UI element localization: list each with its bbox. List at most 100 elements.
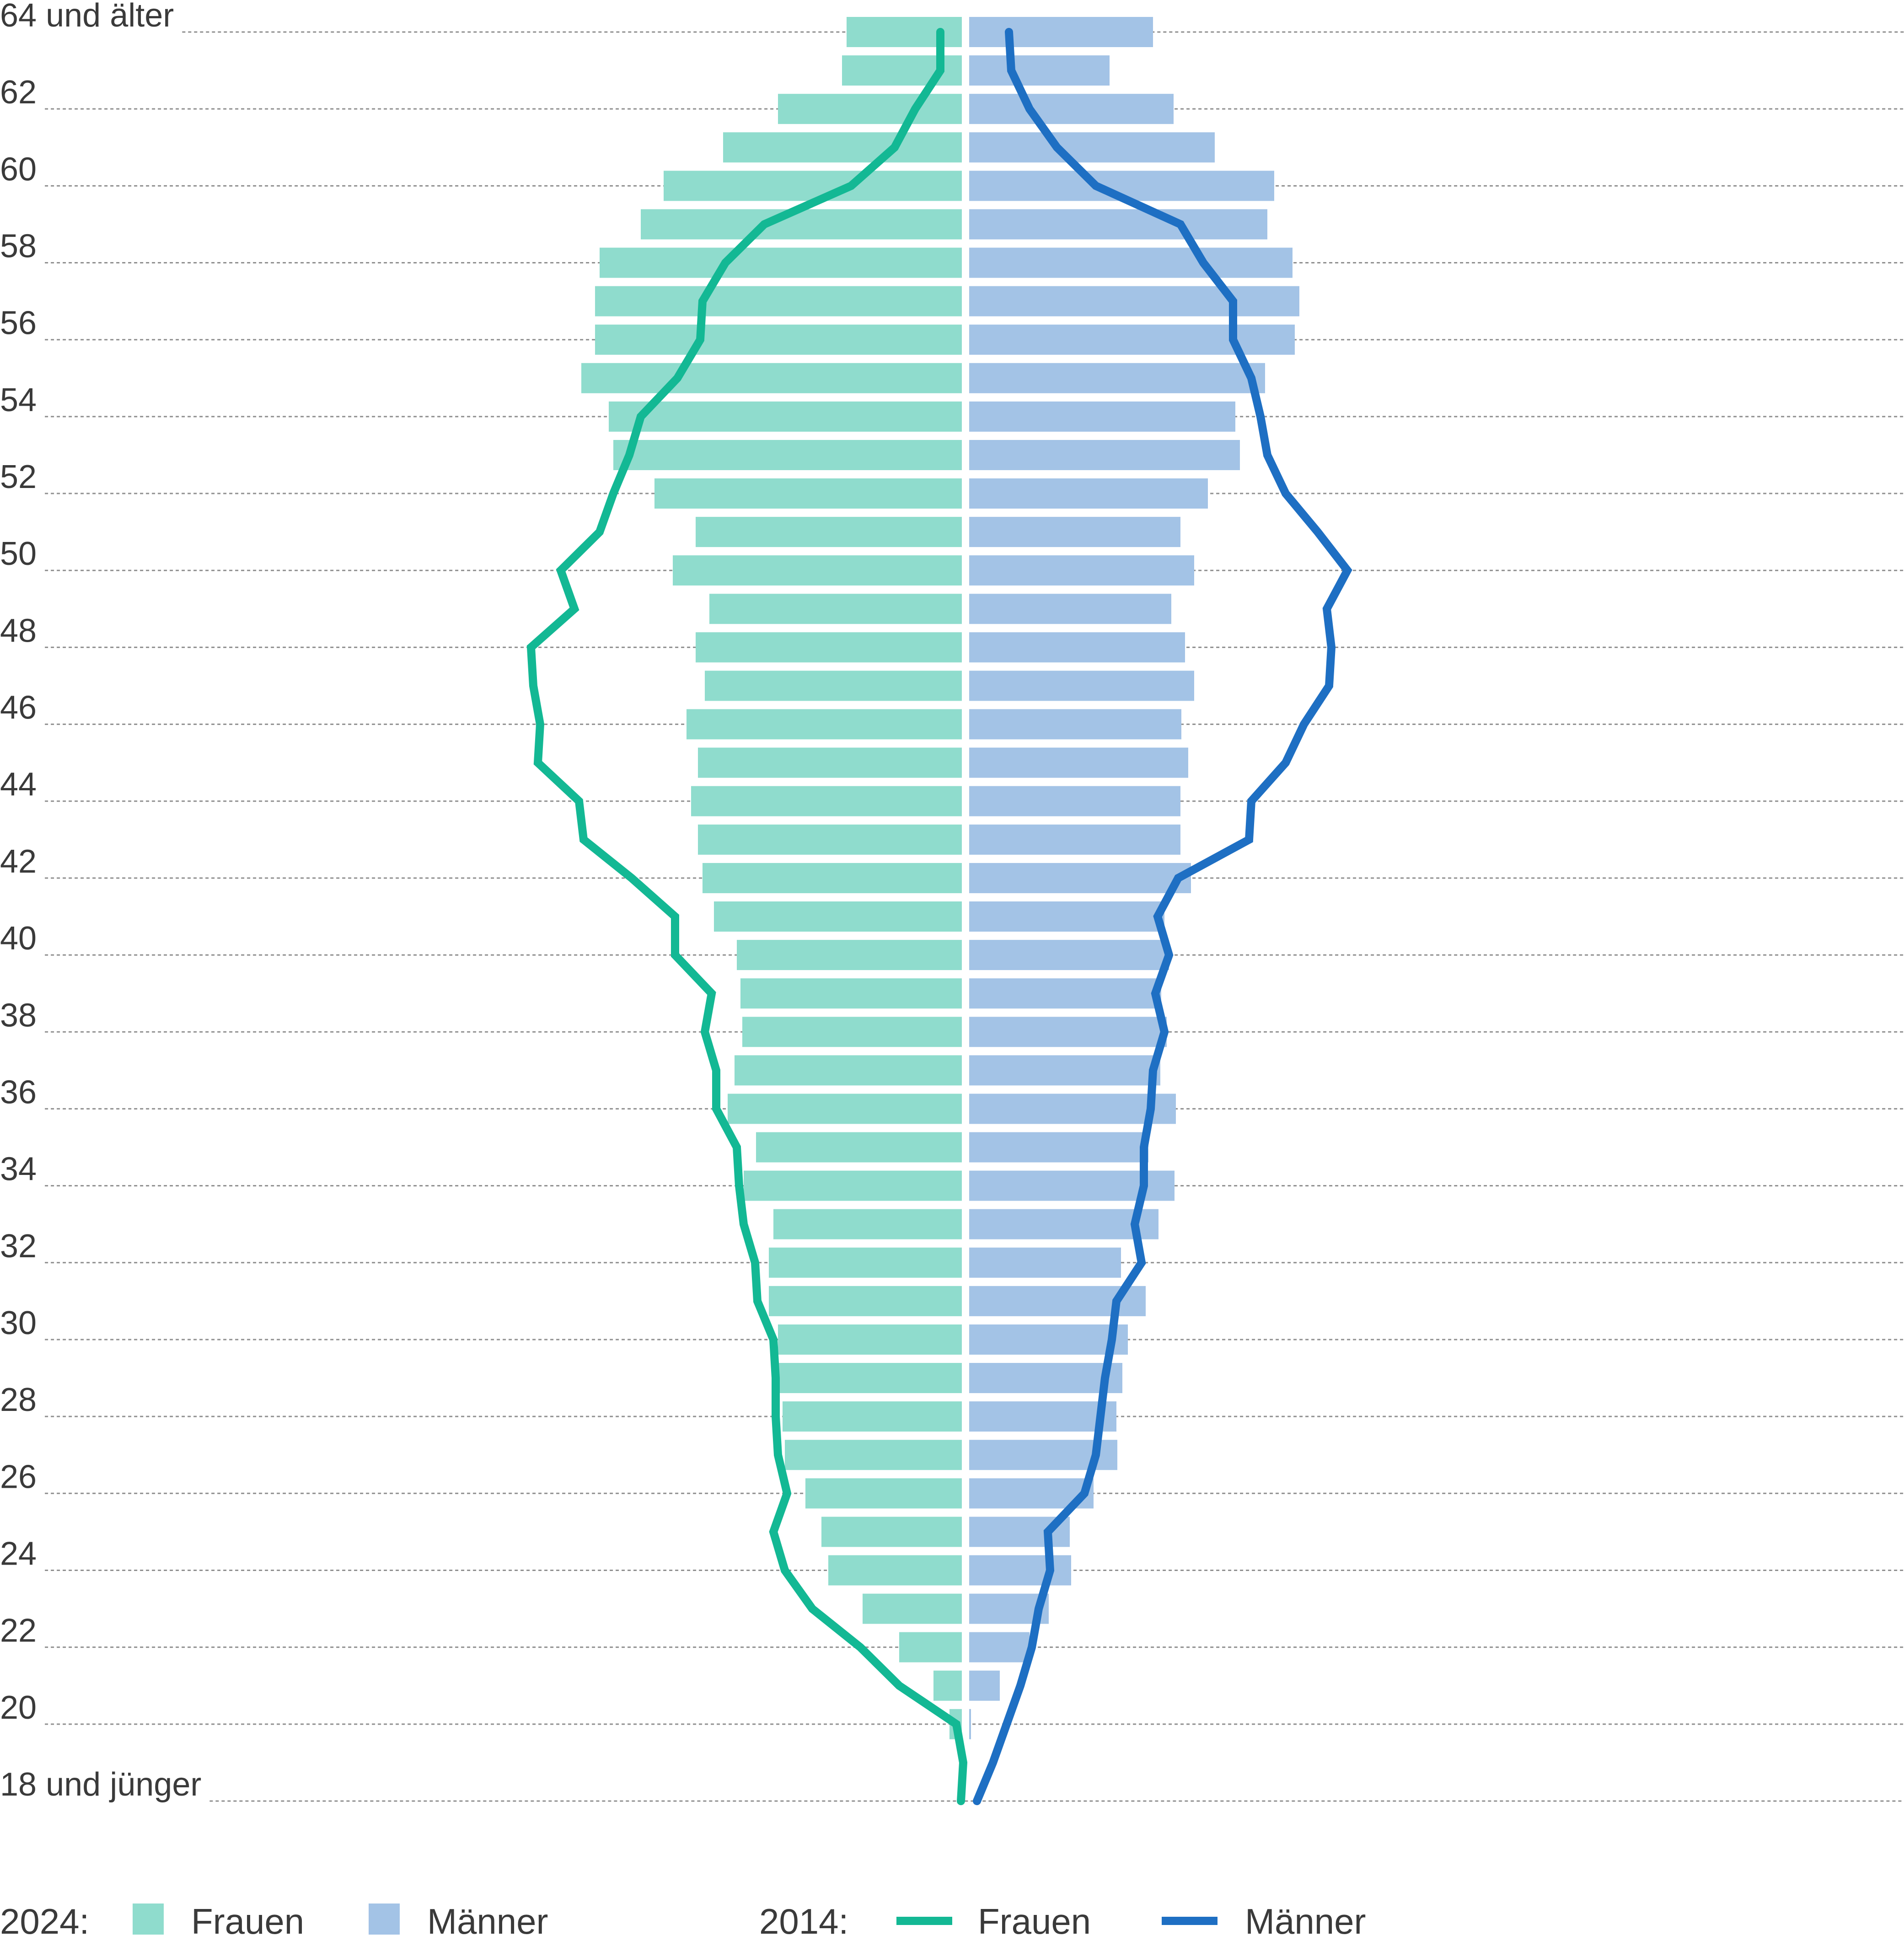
legend-line-maenner-2014 bbox=[1162, 1917, 1217, 1925]
bar-frauen-2024 bbox=[740, 978, 965, 1009]
y-tick-label: 26 bbox=[0, 1458, 37, 1495]
bar-frauen-2024 bbox=[769, 1286, 965, 1316]
bar-frauen-2024 bbox=[609, 401, 965, 432]
bar-maenner-2024 bbox=[965, 1247, 1121, 1278]
bar-maenner-2024 bbox=[965, 1017, 1167, 1047]
y-tick-label: 34 bbox=[0, 1151, 37, 1188]
bar-maenner-2024 bbox=[965, 940, 1169, 970]
bar-maenner-2024 bbox=[965, 94, 1174, 124]
bar-maenner-2024 bbox=[965, 824, 1180, 855]
bar-maenner-2024 bbox=[965, 594, 1171, 624]
bar-frauen-2024 bbox=[691, 786, 965, 816]
y-tick-label: 22 bbox=[0, 1613, 37, 1649]
y-tick-label: 18 und jünger bbox=[0, 1766, 201, 1803]
y-tick-label: 24 bbox=[0, 1535, 37, 1572]
bar-frauen-2024 bbox=[785, 1440, 965, 1470]
bar-maenner-2024 bbox=[965, 632, 1185, 663]
y-tick-label: 20 bbox=[0, 1689, 37, 1726]
bar-frauen-2024 bbox=[654, 478, 965, 509]
bar-maenner-2024 bbox=[965, 478, 1208, 509]
bar-frauen-2024 bbox=[673, 555, 965, 586]
bar-frauen-2024 bbox=[641, 209, 965, 240]
legend: 2024: Frauen Männer 2014: Frauen Männer bbox=[0, 1901, 1366, 1941]
bar-frauen-2024 bbox=[744, 1170, 965, 1201]
bar-frauen-2024 bbox=[709, 594, 965, 624]
bar-maenner-2024 bbox=[965, 1324, 1128, 1355]
bar-frauen-2024 bbox=[698, 824, 965, 855]
bar-frauen-2024 bbox=[842, 55, 965, 86]
bar-maenner-2024 bbox=[965, 978, 1161, 1009]
legend-year-2014: 2014: bbox=[759, 1901, 848, 1941]
bar-maenner-2024 bbox=[965, 1632, 1030, 1662]
bar-frauen-2024 bbox=[613, 440, 965, 470]
legend-label-frauen-2014: Frauen bbox=[978, 1901, 1091, 1941]
bar-frauen-2024 bbox=[703, 863, 965, 893]
legend-swatch-maenner-2024 bbox=[369, 1903, 400, 1935]
bar-maenner-2024 bbox=[965, 1055, 1160, 1086]
bar-frauen-2024 bbox=[756, 1132, 965, 1163]
bar-frauen-2024 bbox=[828, 1555, 965, 1586]
y-tick-label: 36 bbox=[0, 1074, 37, 1110]
y-tick-label: 58 bbox=[0, 228, 37, 265]
bar-frauen-2024 bbox=[778, 1363, 965, 1394]
bar-maenner-2024 bbox=[965, 17, 1153, 47]
bar-maenner-2024 bbox=[965, 440, 1240, 470]
legend-year-2024: 2024: bbox=[0, 1901, 89, 1941]
bar-frauen-2024 bbox=[778, 1324, 965, 1355]
y-tick-label: 56 bbox=[0, 305, 37, 342]
bar-maenner-2024 bbox=[965, 670, 1194, 701]
bar-maenner-2024 bbox=[965, 1401, 1116, 1432]
y-tick-label: 46 bbox=[0, 690, 37, 726]
bar-frauen-2024 bbox=[933, 1670, 965, 1701]
legend-label-frauen-2024: Frauen bbox=[191, 1901, 304, 1941]
bar-frauen-2024 bbox=[737, 940, 965, 970]
bar-maenner-2024 bbox=[965, 709, 1181, 740]
bar-frauen-2024 bbox=[723, 132, 965, 163]
bar-frauen-2024 bbox=[847, 17, 965, 47]
bar-maenner-2024 bbox=[965, 1094, 1176, 1124]
bar-maenner-2024 bbox=[965, 363, 1265, 393]
y-tick-label: 38 bbox=[0, 997, 37, 1034]
lines-2014 bbox=[526, 28, 1352, 1805]
bar-frauen-2024 bbox=[714, 901, 965, 932]
bar-maenner-2024 bbox=[965, 747, 1188, 778]
bar-frauen-2024 bbox=[899, 1632, 965, 1662]
line-maenner-2014 bbox=[973, 28, 1352, 1805]
bar-frauen-2024 bbox=[664, 171, 965, 201]
bar-frauen-2024 bbox=[687, 709, 965, 740]
bar-frauen-2024 bbox=[698, 747, 965, 778]
bar-frauen-2024 bbox=[778, 94, 965, 124]
bar-frauen-2024 bbox=[595, 286, 965, 316]
bar-frauen-2024 bbox=[783, 1401, 965, 1432]
bar-maenner-2024 bbox=[965, 209, 1267, 240]
bar-frauen-2024 bbox=[821, 1517, 965, 1547]
bar-frauen-2024 bbox=[705, 670, 965, 701]
bar-maenner-2024 bbox=[965, 132, 1215, 163]
y-tick-label: 42 bbox=[0, 843, 37, 880]
y-tick-label: 50 bbox=[0, 536, 37, 572]
bar-frauen-2024 bbox=[742, 1017, 965, 1047]
bar-frauen-2024 bbox=[696, 632, 965, 663]
bar-maenner-2024 bbox=[965, 55, 1110, 86]
bar-maenner-2024 bbox=[965, 1670, 1000, 1701]
y-tick-label: 52 bbox=[0, 459, 37, 495]
bar-maenner-2024 bbox=[965, 863, 1191, 893]
bar-maenner-2024 bbox=[965, 1555, 1071, 1586]
bar-maenner-2024 bbox=[965, 247, 1293, 278]
bar-frauen-2024 bbox=[696, 517, 965, 547]
bar-maenner-2024 bbox=[965, 1209, 1158, 1239]
y-tick-label: 30 bbox=[0, 1305, 37, 1341]
bar-maenner-2024 bbox=[965, 401, 1235, 432]
bar-frauen-2024 bbox=[863, 1593, 965, 1624]
bar-frauen-2024 bbox=[735, 1055, 965, 1086]
y-tick-label: 64 und älter bbox=[0, 0, 174, 34]
legend-line-frauen-2014 bbox=[896, 1917, 952, 1925]
y-tick-label: 32 bbox=[0, 1228, 37, 1265]
bar-frauen-2024 bbox=[595, 324, 965, 355]
bar-frauen-2024 bbox=[600, 247, 965, 278]
bar-maenner-2024 bbox=[965, 901, 1164, 932]
legend-label-maenner-2024: Männer bbox=[427, 1901, 548, 1941]
y-tick-label: 40 bbox=[0, 920, 37, 957]
bar-maenner-2024 bbox=[965, 324, 1295, 355]
